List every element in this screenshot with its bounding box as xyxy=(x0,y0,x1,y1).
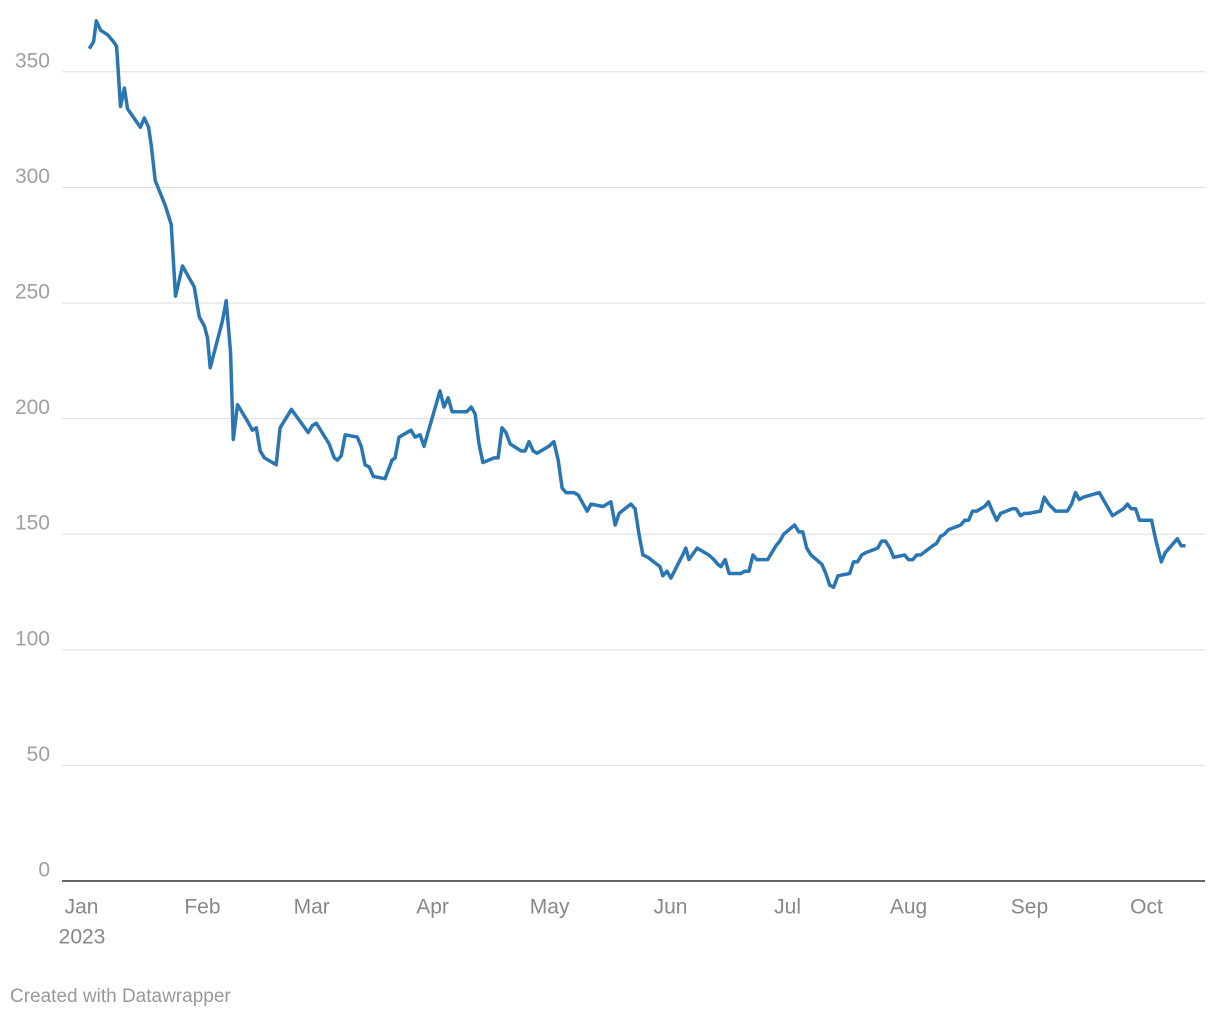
x-tick-label: Jan xyxy=(65,896,99,919)
x-tick-label: May xyxy=(530,896,570,919)
x-tick-label: Mar xyxy=(294,896,330,919)
y-tick-label: 100 xyxy=(15,627,50,650)
y-tick-label: 250 xyxy=(15,281,50,304)
y-tick-label: 300 xyxy=(15,165,50,188)
credit: Created with Datawrapper xyxy=(10,986,231,1007)
x-tick-label: Apr xyxy=(416,896,449,919)
y-tick-label: 200 xyxy=(15,396,50,419)
x-tick-label: Oct xyxy=(1130,896,1163,919)
x-tick-label: Aug xyxy=(890,896,927,919)
line-series xyxy=(87,19,1186,590)
y-tick-label: 50 xyxy=(27,743,50,766)
y-tick-label: 150 xyxy=(15,512,50,535)
x-tick-label: Feb xyxy=(184,896,220,919)
y-tick-label: 350 xyxy=(15,49,50,72)
x-tick-label: Jun xyxy=(654,896,688,919)
x-year-label: 2023 xyxy=(59,926,106,949)
y-tick-label: 0 xyxy=(38,859,50,882)
x-tick-label: Sep xyxy=(1011,896,1048,919)
x-tick-label: Jul xyxy=(774,896,801,919)
